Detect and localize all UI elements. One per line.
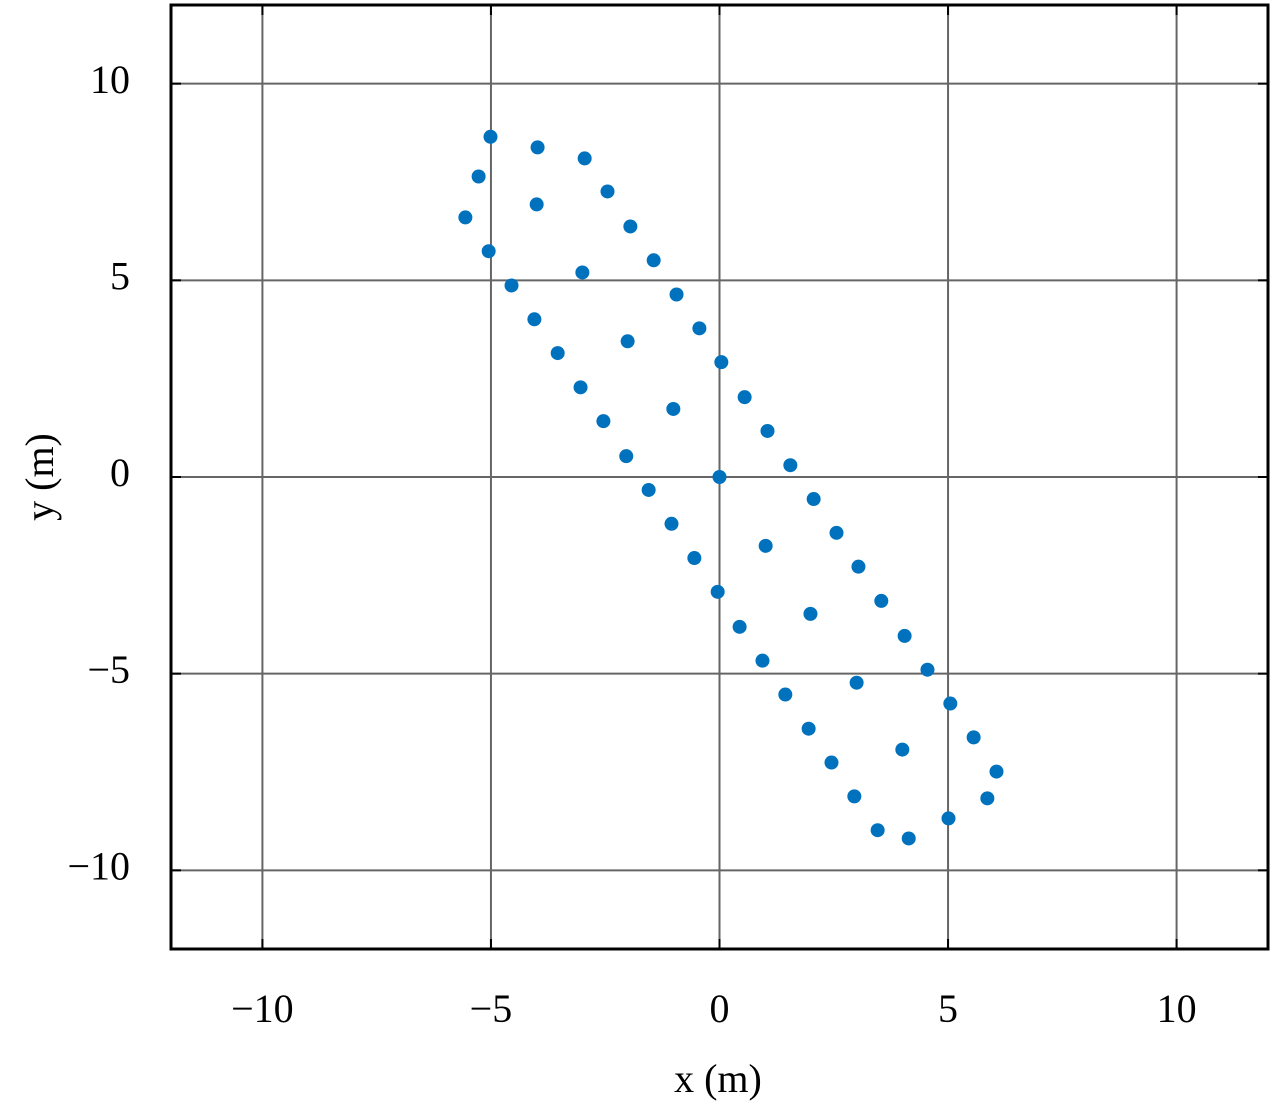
point — [714, 355, 729, 370]
x-tick-label: −5 — [470, 986, 513, 1031]
point — [849, 675, 864, 690]
point — [550, 346, 565, 361]
point — [687, 551, 702, 566]
point — [710, 584, 725, 599]
x-tick-label: 10 — [1157, 986, 1197, 1031]
point — [758, 538, 773, 553]
y-tick-label: 0 — [110, 450, 130, 495]
point — [575, 265, 590, 280]
point — [504, 278, 519, 293]
x-axis-label: x (m) — [674, 1056, 762, 1101]
y-tick-label: −10 — [67, 844, 130, 889]
point — [755, 653, 770, 668]
point — [989, 764, 1004, 779]
point — [669, 287, 684, 302]
point — [646, 253, 661, 268]
x-tick-label: −10 — [231, 986, 294, 1031]
y-tick-label: −5 — [87, 647, 130, 692]
point — [783, 458, 798, 473]
point — [897, 628, 912, 643]
point — [620, 334, 635, 349]
x-tick-label: 0 — [710, 986, 730, 1031]
point — [901, 831, 916, 846]
point — [980, 791, 995, 806]
point — [619, 449, 634, 464]
y-tick-label: 10 — [90, 57, 130, 102]
point — [895, 742, 910, 757]
point — [943, 696, 958, 711]
point — [801, 721, 816, 736]
point — [966, 730, 981, 745]
point — [529, 197, 544, 212]
point — [941, 811, 956, 826]
point — [527, 312, 542, 327]
point — [600, 184, 615, 199]
point — [712, 470, 727, 484]
point — [824, 755, 839, 770]
point — [692, 321, 707, 336]
point — [481, 244, 496, 259]
point — [806, 492, 821, 507]
x-tick-label: 5 — [938, 986, 958, 1031]
point — [458, 210, 473, 225]
point — [666, 401, 681, 416]
plot-frame — [169, 3, 1270, 951]
point — [483, 129, 498, 144]
point — [623, 219, 638, 234]
point — [870, 823, 885, 838]
point — [664, 516, 679, 531]
point — [803, 606, 818, 621]
point — [577, 151, 592, 166]
point — [851, 559, 866, 574]
y-tick-label: 5 — [110, 254, 130, 299]
point — [573, 380, 588, 395]
point — [847, 789, 862, 804]
point — [829, 525, 844, 540]
point — [737, 390, 752, 405]
point — [732, 619, 747, 634]
point — [596, 414, 611, 429]
y-axis-label: y (m) — [17, 433, 62, 521]
point — [920, 662, 935, 677]
point — [471, 169, 486, 184]
point — [641, 482, 656, 497]
point — [778, 687, 793, 702]
point — [760, 423, 775, 438]
point — [530, 140, 545, 155]
point — [874, 593, 889, 608]
